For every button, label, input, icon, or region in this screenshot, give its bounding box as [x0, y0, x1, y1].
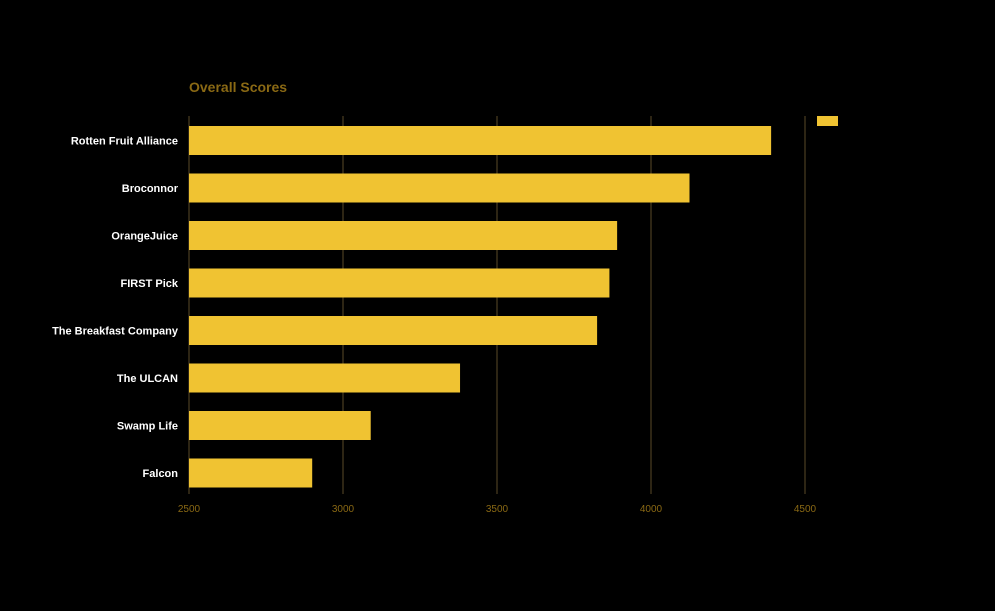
bars: [189, 126, 772, 488]
bar: [189, 458, 313, 488]
category-label: The ULCAN: [117, 373, 178, 385]
x-tick-label: 2500: [178, 504, 201, 515]
bar: [189, 316, 598, 345]
category-label: Falcon: [143, 468, 179, 480]
bar: [189, 126, 772, 155]
category-label: The Breakfast Company: [52, 326, 179, 338]
category-label: Rotten Fruit Alliance: [71, 136, 178, 148]
category-label: Broconnor: [122, 183, 179, 195]
x-axis-tick-labels: 2500 3000 3500 4000 4500: [178, 504, 817, 515]
legend: [817, 116, 838, 126]
category-label: OrangeJuice: [111, 231, 178, 243]
category-label: FIRST Pick: [121, 278, 179, 290]
legend-swatch: [817, 116, 838, 126]
category-label: Swamp Life: [117, 421, 178, 433]
x-tick-label: 4500: [794, 504, 817, 515]
bar: [189, 221, 618, 250]
x-tick-label: 3000: [332, 504, 355, 515]
x-tick-label: 3500: [486, 504, 509, 515]
chart-title: Overall Scores: [189, 79, 287, 95]
bar: [189, 411, 371, 440]
bar: [189, 268, 610, 298]
category-labels: Rotten Fruit Alliance Broconnor OrangeJuic…: [52, 136, 179, 481]
bar: [189, 363, 461, 393]
bar: [189, 173, 690, 203]
x-tick-label: 4000: [640, 504, 663, 515]
